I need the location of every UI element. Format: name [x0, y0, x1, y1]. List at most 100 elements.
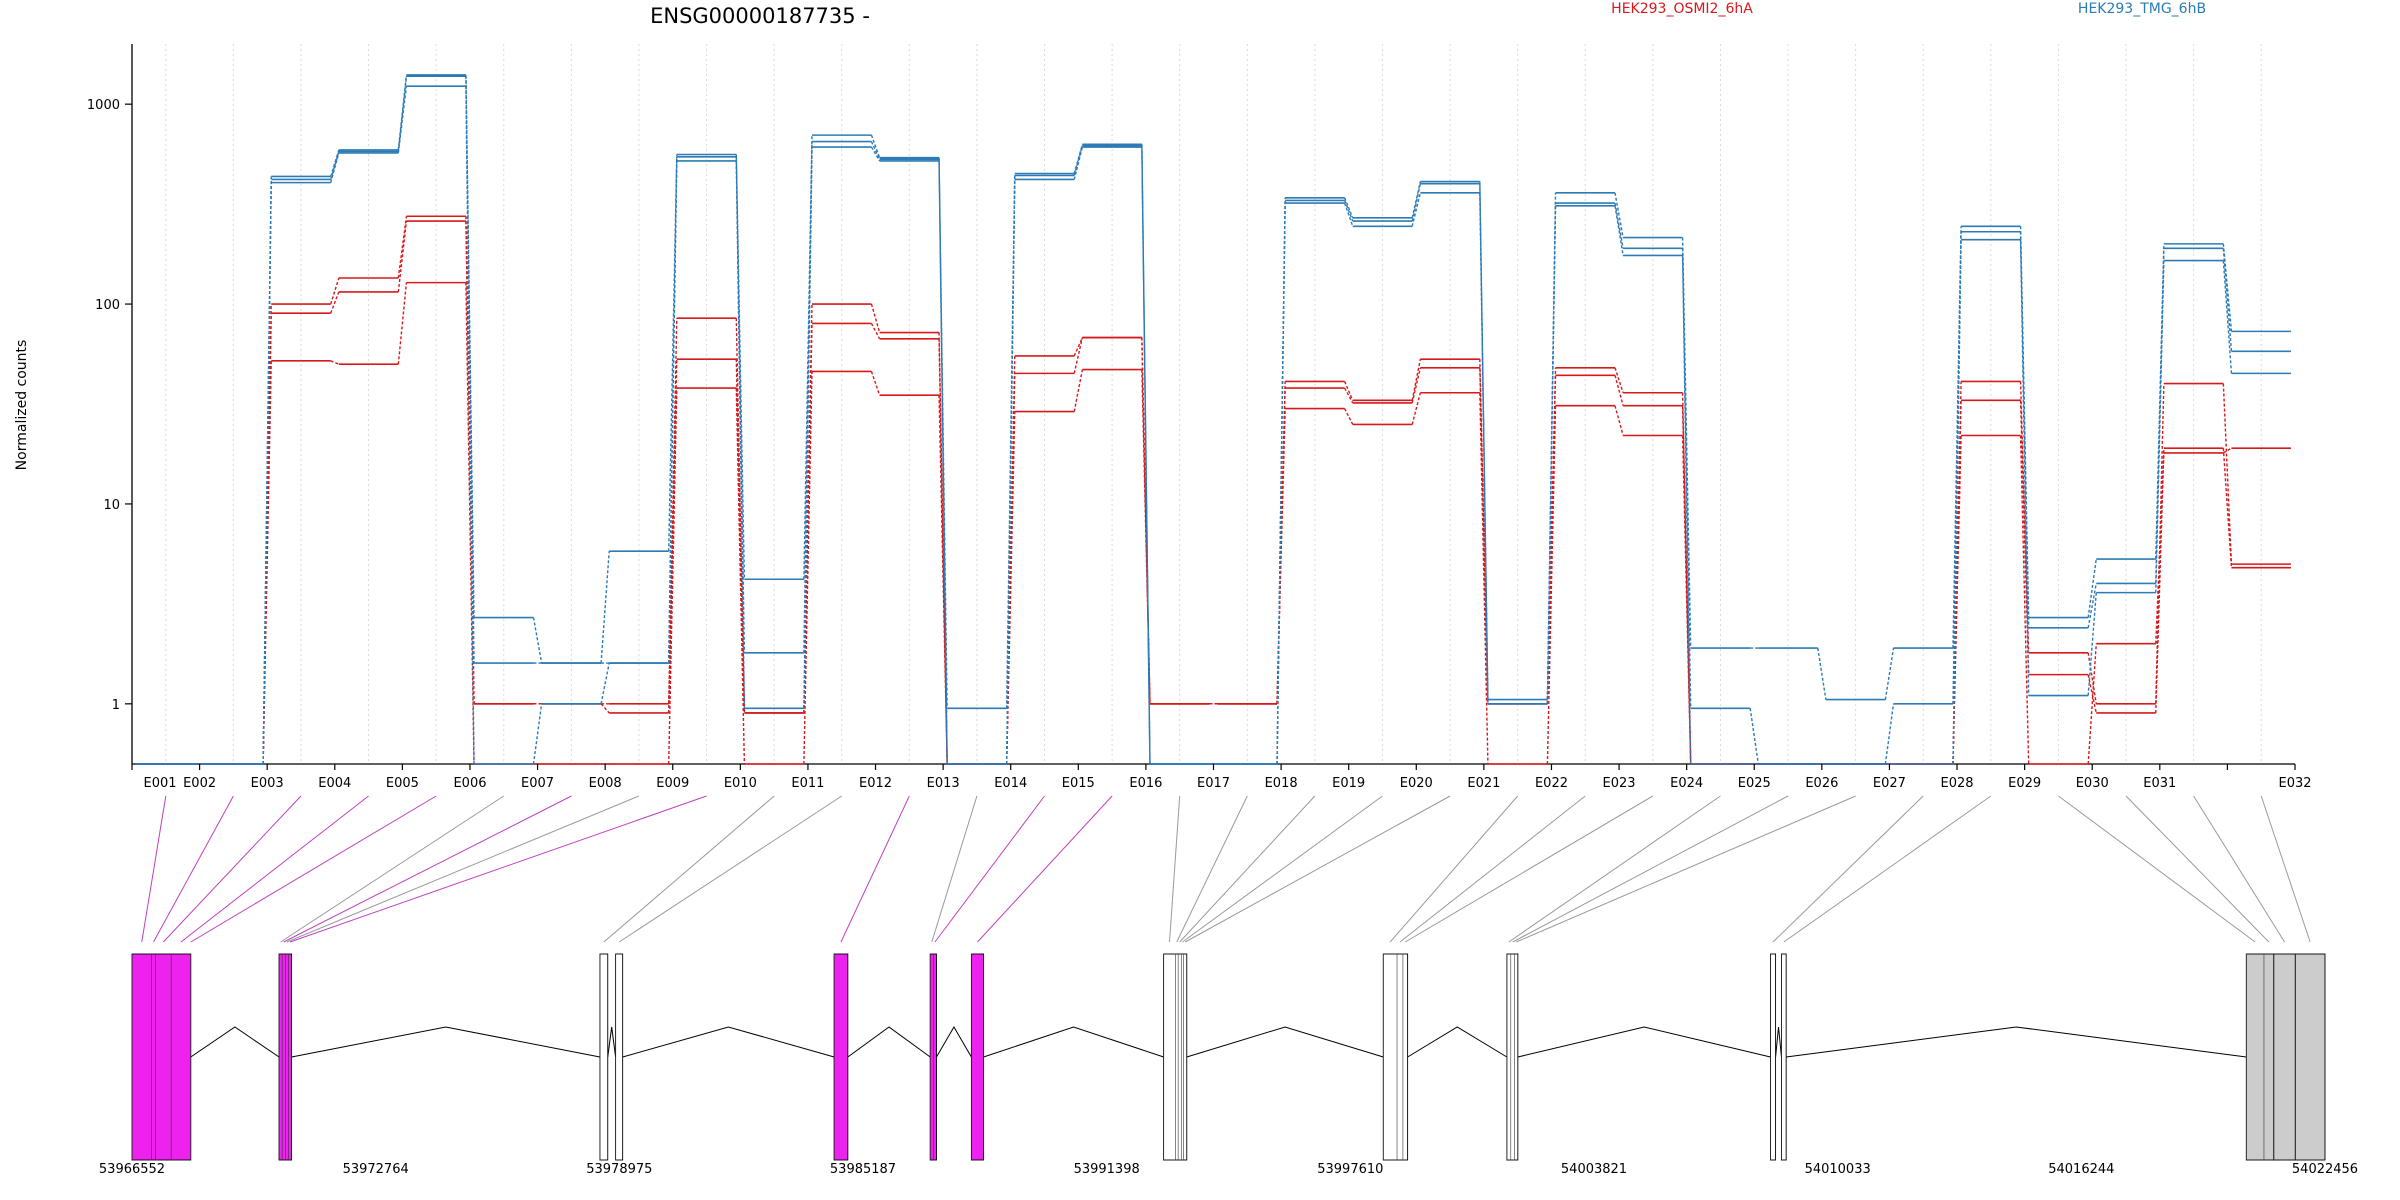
exon-connector	[280, 795, 505, 943]
series-transition	[1614, 205, 1624, 256]
series-transition	[2019, 231, 2030, 628]
series-transition	[465, 216, 475, 704]
series-transition	[1952, 239, 1962, 765]
series-transition	[870, 141, 881, 160]
series-transition	[2087, 592, 2097, 696]
series-transition	[1141, 145, 1151, 765]
exon-connector	[286, 795, 640, 943]
series-transition	[600, 703, 610, 714]
series-transition	[2087, 652, 2097, 704]
series-transition	[2019, 400, 2030, 675]
intron-line	[291, 1026, 601, 1058]
axes	[131, 44, 2295, 765]
legend-entry: HEK293_OSMI2_6hA	[1611, 1, 1753, 17]
x-tick-label: E011	[791, 776, 824, 791]
exon-connector	[977, 795, 1113, 943]
y-tick-label: 1	[112, 698, 120, 713]
x-tick-label: E007	[521, 776, 554, 791]
series-transition	[2087, 674, 2097, 714]
x-tick-label: E010	[724, 776, 757, 791]
series-transition	[735, 359, 746, 713]
gene-model	[131, 953, 2326, 1161]
series-transition	[870, 146, 881, 162]
series-transition	[1073, 146, 1084, 180]
coordinate-label: 54010033	[1805, 1162, 1871, 1177]
chart-title: ENSG00000187735 -	[650, 4, 870, 28]
series-transition	[2087, 583, 2097, 628]
series-transition	[2222, 260, 2233, 374]
x-tick-label: E013	[927, 776, 960, 791]
x-tick-label: E004	[318, 776, 351, 791]
intron-line	[622, 1026, 835, 1058]
exon-connector	[1516, 795, 1856, 943]
series-transition	[2155, 452, 2165, 644]
series-transition	[330, 291, 340, 314]
exon-connector	[603, 795, 775, 943]
exon-block	[833, 953, 849, 1161]
series-transition	[600, 551, 610, 664]
series-transition	[1343, 200, 1354, 222]
series-transition	[1411, 392, 1422, 425]
intron-line	[1786, 1026, 2247, 1058]
x-tick-label: E025	[1738, 776, 1771, 791]
series-transition	[1141, 369, 1151, 704]
exon-block	[1382, 953, 1409, 1161]
intron-line	[1775, 1026, 1782, 1058]
exon-connectors	[141, 795, 2311, 943]
series-transition	[1681, 237, 1692, 649]
series-transition	[330, 277, 340, 305]
series-line	[136, 220, 2291, 765]
series-transition	[735, 388, 746, 765]
exon-connector	[1512, 795, 1789, 943]
exon-connector	[283, 795, 572, 943]
series-transition	[1614, 202, 1624, 249]
exon-connector	[2125, 795, 2270, 943]
series-transition	[1073, 145, 1084, 176]
coordinate-label: 53985187	[830, 1162, 896, 1177]
series-transition	[2087, 643, 2097, 765]
series-transition	[1073, 369, 1084, 412]
series-transition	[1073, 337, 1084, 374]
exon-connector	[1399, 795, 1586, 943]
x-tick-label: E016	[1129, 776, 1162, 791]
intron-line	[936, 1026, 972, 1058]
x-tick-label: E002	[183, 776, 216, 791]
y-axis-ticks: 1 10 100 1000	[87, 98, 132, 713]
series-transition	[1276, 203, 1286, 765]
intron-line	[190, 1026, 280, 1058]
x-tick-label: E005	[386, 776, 419, 791]
series-transition	[1343, 202, 1354, 227]
exon-connector	[1179, 795, 1316, 943]
series-transition	[667, 388, 678, 765]
x-tick-label: E024	[1670, 776, 1703, 791]
y-tick-label: 100	[95, 298, 120, 313]
series-transition	[1749, 708, 1759, 765]
exon-block	[131, 953, 192, 1161]
exon-connector	[289, 795, 707, 943]
x-tick-label: E023	[1603, 776, 1636, 791]
series-transition	[1073, 337, 1084, 357]
series-transition	[1411, 183, 1422, 222]
series-transition	[1411, 359, 1422, 401]
exon-block	[1506, 953, 1519, 1161]
series-transition	[397, 86, 408, 154]
series-transition	[667, 160, 678, 664]
series-line	[136, 74, 2291, 765]
series-transition	[870, 371, 881, 396]
grid-lines	[165, 44, 2262, 764]
exon-block	[615, 953, 624, 1161]
exon-connector	[1182, 795, 1383, 943]
series-transition	[938, 160, 948, 765]
y-tick-label: 10	[103, 498, 120, 513]
series-transition	[397, 76, 408, 152]
intron-line	[847, 1026, 931, 1058]
exon-connector	[1508, 795, 1721, 943]
series-transition	[1952, 435, 1962, 765]
x-tick-label: E015	[1062, 776, 1095, 791]
exon-connector	[1184, 795, 1451, 943]
exon-block	[599, 953, 609, 1161]
coordinate-label: 53991398	[1074, 1162, 1140, 1177]
x-tick-label: E012	[859, 776, 892, 791]
exon-connector	[1783, 795, 1992, 943]
exon-connector	[2260, 795, 2311, 943]
